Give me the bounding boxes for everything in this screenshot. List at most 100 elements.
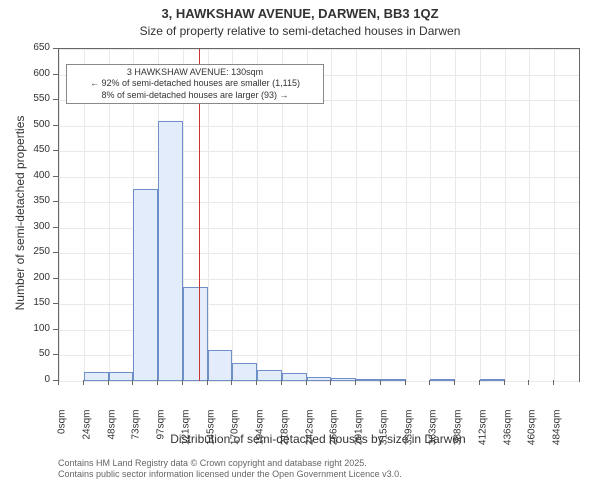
chart-container: 3, HAWKSHAW AVENUE, DARWEN, BB3 1QZ Size… <box>0 0 600 500</box>
histogram-bar <box>232 363 257 381</box>
x-tick-mark <box>528 380 529 385</box>
x-tick-label: 48sqm <box>106 410 117 458</box>
footer-line2: Contains public sector information licen… <box>58 469 402 480</box>
x-tick-mark <box>182 380 183 385</box>
annotation-line: ← 92% of semi-detached houses are smalle… <box>71 78 319 89</box>
x-tick-mark <box>58 380 59 385</box>
y-tick-label: 100 <box>18 323 50 334</box>
x-tick-label: 145sqm <box>205 410 216 458</box>
gridline-vertical <box>505 49 506 381</box>
x-tick-mark <box>454 380 455 385</box>
x-tick-mark <box>108 380 109 385</box>
y-tick-label: 350 <box>18 195 50 206</box>
gridline-vertical <box>480 49 481 381</box>
x-tick-label: 73sqm <box>131 410 142 458</box>
x-tick-label: 460sqm <box>527 410 538 458</box>
y-tick-mark <box>53 201 58 202</box>
y-axis-label: Number of semi-detached properties <box>13 63 27 363</box>
x-tick-label: 436sqm <box>502 410 513 458</box>
y-tick-label: 300 <box>18 221 50 232</box>
histogram-bar <box>307 377 332 381</box>
histogram-bar <box>208 350 233 381</box>
histogram-bar <box>430 379 455 381</box>
y-tick-mark <box>53 150 58 151</box>
y-tick-label: 200 <box>18 272 50 283</box>
y-tick-mark <box>53 303 58 304</box>
histogram-bar <box>331 378 356 381</box>
gridline-vertical <box>331 49 332 381</box>
gridline-horizontal <box>59 177 579 178</box>
x-tick-mark <box>132 380 133 385</box>
gridline-vertical <box>554 49 555 381</box>
x-tick-label: 363sqm <box>428 410 439 458</box>
y-tick-label: 150 <box>18 297 50 308</box>
y-tick-label: 450 <box>18 144 50 155</box>
x-tick-mark <box>306 380 307 385</box>
y-tick-label: 400 <box>18 170 50 181</box>
x-tick-label: 121sqm <box>180 410 191 458</box>
x-tick-label: 170sqm <box>230 410 241 458</box>
x-tick-label: 484sqm <box>552 410 563 458</box>
y-tick-label: 550 <box>18 93 50 104</box>
y-tick-mark <box>53 252 58 253</box>
gridline-horizontal <box>59 151 579 152</box>
y-tick-mark <box>53 329 58 330</box>
x-tick-mark <box>479 380 480 385</box>
x-tick-label: 194sqm <box>255 410 266 458</box>
gridline-vertical <box>529 49 530 381</box>
gridline-vertical <box>59 49 60 381</box>
x-tick-mark <box>281 380 282 385</box>
gridline-horizontal <box>59 126 579 127</box>
annotation-line: 3 HAWKSHAW AVENUE: 130sqm <box>71 67 319 78</box>
y-tick-label: 250 <box>18 246 50 257</box>
x-tick-mark <box>157 380 158 385</box>
histogram-bar <box>133 189 158 381</box>
chart-title-line1: 3, HAWKSHAW AVENUE, DARWEN, BB3 1QZ <box>0 6 600 21</box>
x-tick-mark <box>553 380 554 385</box>
x-tick-mark <box>405 380 406 385</box>
y-tick-label: 0 <box>18 374 50 385</box>
histogram-bar <box>257 370 282 381</box>
x-tick-mark <box>256 380 257 385</box>
x-tick-mark <box>83 380 84 385</box>
y-tick-label: 650 <box>18 42 50 53</box>
gridline-vertical <box>381 49 382 381</box>
y-tick-mark <box>53 278 58 279</box>
gridline-vertical <box>455 49 456 381</box>
gridline-vertical <box>356 49 357 381</box>
gridline-horizontal <box>59 49 579 50</box>
x-tick-mark <box>380 380 381 385</box>
y-tick-mark <box>53 354 58 355</box>
gridline-vertical <box>406 49 407 381</box>
y-tick-mark <box>53 99 58 100</box>
y-tick-mark <box>53 176 58 177</box>
x-tick-label: 0sqm <box>57 410 68 458</box>
annotation-line: 8% of semi-detached houses are larger (9… <box>71 90 319 101</box>
histogram-bar <box>183 287 208 381</box>
x-tick-label: 242sqm <box>304 410 315 458</box>
y-tick-mark <box>53 74 58 75</box>
histogram-bar <box>480 379 505 381</box>
x-tick-label: 339sqm <box>403 410 414 458</box>
x-tick-mark <box>330 380 331 385</box>
histogram-bar <box>109 372 134 381</box>
histogram-bar <box>356 379 381 381</box>
histogram-bar <box>158 121 183 381</box>
x-tick-label: 266sqm <box>329 410 340 458</box>
x-tick-mark <box>504 380 505 385</box>
histogram-bar <box>282 373 307 381</box>
y-tick-mark <box>53 227 58 228</box>
x-tick-mark <box>207 380 208 385</box>
y-tick-mark <box>53 48 58 49</box>
x-tick-label: 388sqm <box>453 410 464 458</box>
x-tick-mark <box>355 380 356 385</box>
x-tick-label: 97sqm <box>156 410 167 458</box>
x-tick-label: 412sqm <box>477 410 488 458</box>
x-tick-label: 24sqm <box>81 410 92 458</box>
x-tick-label: 291sqm <box>354 410 365 458</box>
x-tick-label: 218sqm <box>279 410 290 458</box>
histogram-bar <box>84 372 109 381</box>
y-tick-label: 500 <box>18 119 50 130</box>
x-tick-mark <box>231 380 232 385</box>
y-tick-label: 50 <box>18 348 50 359</box>
